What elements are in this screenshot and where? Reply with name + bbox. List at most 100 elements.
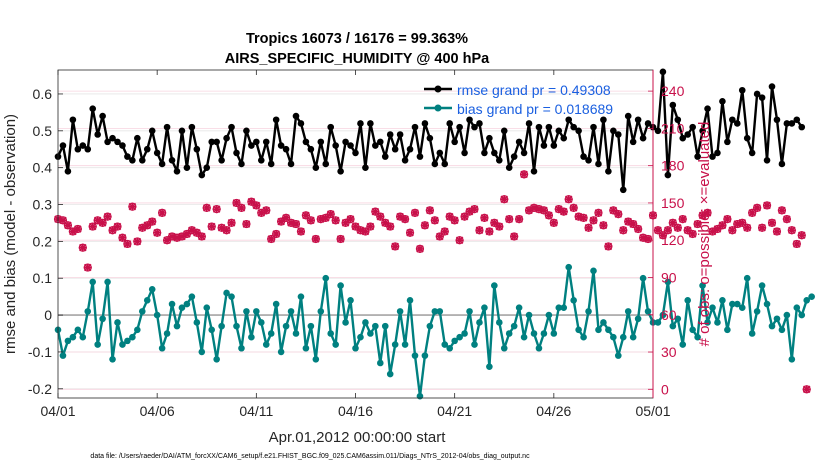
rmse-point bbox=[550, 142, 558, 149]
bias-point bbox=[441, 341, 449, 348]
bias-point bbox=[634, 315, 642, 323]
bias-point bbox=[59, 352, 67, 359]
rmse-point bbox=[287, 160, 295, 168]
obs-evaluated-point bbox=[351, 222, 360, 231]
bias-point bbox=[114, 319, 121, 326]
obs-evaluated-point bbox=[460, 212, 469, 221]
rmse-point bbox=[347, 142, 354, 149]
bias-point bbox=[659, 311, 667, 319]
obs-evaluated-point bbox=[619, 226, 628, 235]
rmse-point bbox=[714, 149, 721, 157]
obs-evaluated-point bbox=[440, 227, 449, 236]
y-right-tick-label: 90 bbox=[661, 269, 677, 285]
rmse-point bbox=[327, 123, 335, 131]
obs-evaluated-point bbox=[277, 217, 286, 226]
bias-point bbox=[699, 282, 706, 289]
rmse-point bbox=[585, 156, 592, 164]
bias-point bbox=[302, 344, 310, 352]
obs-evaluated-point bbox=[296, 227, 305, 236]
rmse-point bbox=[515, 138, 523, 146]
bias-point bbox=[89, 278, 97, 286]
bias-point bbox=[748, 330, 756, 337]
obs-evaluated-point bbox=[73, 225, 82, 234]
y-left-tick-label: 0.1 bbox=[33, 270, 53, 286]
obs-evaluated-point bbox=[415, 244, 424, 253]
bias-point bbox=[510, 322, 518, 330]
obs-evaluated-point bbox=[123, 239, 132, 248]
rmse-point bbox=[738, 86, 746, 94]
bias-point bbox=[376, 359, 384, 367]
x-axis-label: Apr.01,2012 00:00:00 start bbox=[269, 429, 447, 446]
obs-evaluated-point bbox=[495, 222, 504, 231]
rmse-point bbox=[555, 127, 563, 135]
bias-point bbox=[530, 330, 538, 337]
y-left-tick-label: -0.2 bbox=[28, 381, 52, 397]
obs-evaluated-point bbox=[758, 223, 767, 232]
bias-point bbox=[694, 333, 701, 341]
obs-evaluated-point bbox=[187, 226, 196, 235]
bias-point bbox=[173, 322, 181, 330]
bias-point bbox=[322, 274, 330, 282]
obs-evaluated-point bbox=[520, 170, 529, 179]
rmse-point bbox=[461, 149, 468, 157]
bias-point bbox=[362, 319, 369, 326]
bias-point bbox=[64, 337, 72, 345]
obs-evaluated-point bbox=[202, 203, 211, 212]
x-tick-label: 04/21 bbox=[437, 403, 472, 419]
bias-point bbox=[471, 341, 478, 348]
rmse-point bbox=[198, 171, 206, 179]
y-right-tick-label: 150 bbox=[661, 195, 685, 211]
rmse-point bbox=[277, 142, 285, 149]
obs-evaluated-point bbox=[346, 215, 355, 224]
obs-evaluated-point bbox=[510, 232, 519, 241]
bias-point bbox=[639, 274, 647, 282]
bias-point bbox=[679, 341, 687, 348]
rmse-point bbox=[114, 138, 121, 146]
rmse-point bbox=[89, 105, 97, 112]
obs-evaluated-point bbox=[738, 218, 747, 227]
obs-evaluated-point bbox=[401, 215, 410, 224]
rmse-point bbox=[520, 149, 528, 157]
y-left-tick-label: -0.1 bbox=[28, 344, 52, 360]
rmse-point bbox=[456, 123, 463, 131]
obs-evaluated-point bbox=[287, 218, 296, 227]
obs-evaluated-point bbox=[589, 216, 598, 225]
obs-evaluated-point bbox=[564, 195, 573, 204]
obs-evaluated-point bbox=[693, 220, 702, 229]
obs-evaluated-point bbox=[262, 206, 271, 215]
bias-point bbox=[262, 341, 270, 348]
bias-point bbox=[476, 319, 483, 326]
bias-point bbox=[357, 333, 364, 341]
x-tick-label: 05/01 bbox=[635, 403, 670, 419]
obs-evaluated-point bbox=[708, 227, 717, 236]
obs-evaluated-point bbox=[584, 223, 593, 232]
bias-point bbox=[605, 326, 612, 334]
obs-evaluated-point bbox=[609, 206, 618, 215]
bias-point bbox=[768, 322, 776, 330]
bias-point bbox=[753, 308, 761, 315]
rmse-point bbox=[778, 160, 786, 168]
bias-point bbox=[719, 297, 726, 304]
rmse-point bbox=[664, 171, 672, 179]
bias-point bbox=[525, 311, 533, 319]
y-right-tick-label: 180 bbox=[661, 158, 685, 174]
bias-point bbox=[138, 308, 146, 315]
obs-evaluated-point bbox=[158, 208, 167, 217]
obs-evaluated-point bbox=[450, 216, 459, 225]
obs-evaluated-point bbox=[782, 215, 791, 224]
chart-title-line2: AIRS_SPECIFIC_HUMIDITY @ 400 hPa bbox=[225, 51, 490, 67]
x-tick-label: 04/11 bbox=[239, 403, 273, 419]
bias-point bbox=[585, 308, 592, 315]
y-right-tick-label: 30 bbox=[661, 344, 677, 360]
bias-point bbox=[411, 352, 419, 359]
bias-point bbox=[416, 392, 424, 400]
y-right-tick-label: 120 bbox=[661, 232, 685, 248]
obs-evaluated-point bbox=[544, 211, 553, 220]
obs-evaluated-point bbox=[420, 221, 429, 230]
bias-point bbox=[401, 341, 409, 348]
bias-point bbox=[153, 311, 161, 319]
bias-point bbox=[535, 344, 543, 352]
rmse-point bbox=[357, 120, 364, 127]
rmse-point bbox=[610, 127, 617, 135]
rmse-point bbox=[426, 134, 434, 142]
